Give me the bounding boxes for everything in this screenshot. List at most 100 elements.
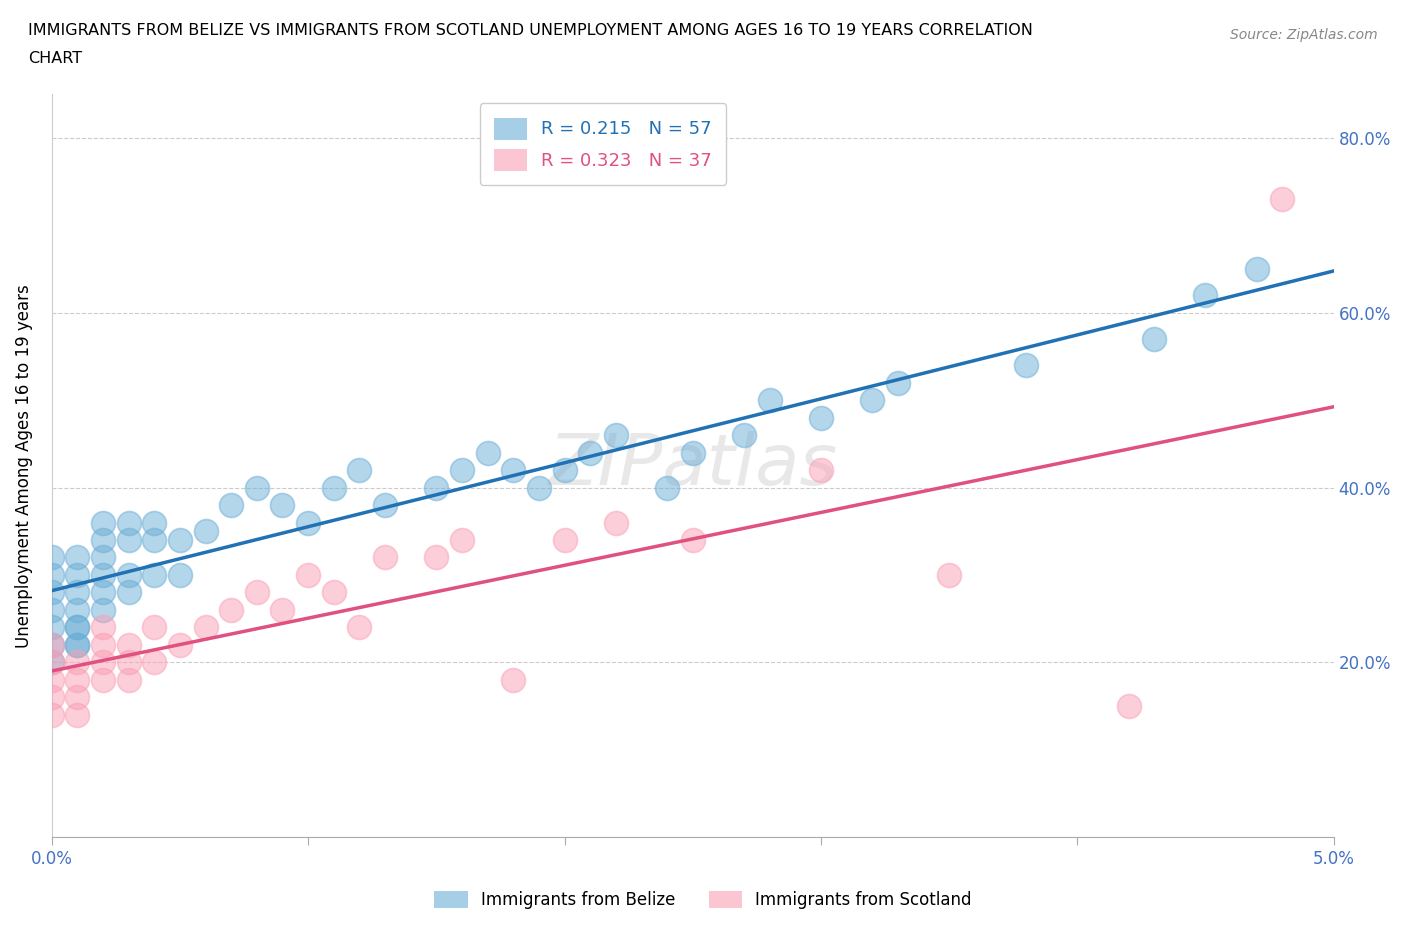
Point	[349, 462, 371, 477]
Point	[41, 690, 63, 705]
Point	[66, 603, 89, 618]
Point	[91, 567, 114, 582]
Point	[169, 533, 191, 548]
Text: CHART: CHART	[28, 51, 82, 66]
Point	[246, 585, 269, 600]
Point	[246, 480, 269, 495]
Point	[41, 585, 63, 600]
Text: Source: ZipAtlas.com: Source: ZipAtlas.com	[1230, 28, 1378, 42]
Point	[169, 567, 191, 582]
Point	[41, 567, 63, 582]
Point	[91, 533, 114, 548]
Point	[143, 620, 166, 635]
Point	[91, 655, 114, 670]
Point	[682, 533, 704, 548]
Point	[91, 620, 114, 635]
Point	[41, 708, 63, 723]
Point	[425, 550, 447, 565]
Point	[118, 672, 141, 687]
Point	[66, 567, 89, 582]
Point	[66, 637, 89, 652]
Point	[425, 480, 447, 495]
Point	[91, 603, 114, 618]
Point	[758, 392, 780, 407]
Point	[143, 567, 166, 582]
Point	[41, 637, 63, 652]
Point	[66, 620, 89, 635]
Point	[66, 620, 89, 635]
Point	[860, 392, 883, 407]
Point	[66, 655, 89, 670]
Point	[374, 498, 396, 512]
Point	[451, 462, 474, 477]
Point	[297, 567, 319, 582]
Point	[41, 620, 63, 635]
Point	[91, 515, 114, 530]
Point	[143, 533, 166, 548]
Point	[41, 655, 63, 670]
Point	[810, 462, 832, 477]
Point	[194, 620, 217, 635]
Point	[41, 603, 63, 618]
Point	[66, 690, 89, 705]
Point	[579, 445, 602, 460]
Point	[1246, 261, 1268, 276]
Point	[194, 524, 217, 538]
Point	[297, 515, 319, 530]
Point	[349, 620, 371, 635]
Point	[374, 550, 396, 565]
Point	[66, 550, 89, 565]
Point	[322, 585, 344, 600]
Point	[66, 708, 89, 723]
Point	[41, 672, 63, 687]
Point	[118, 585, 141, 600]
Point	[1194, 287, 1216, 302]
Point	[271, 603, 294, 618]
Point	[118, 515, 141, 530]
Point	[118, 533, 141, 548]
Point	[605, 515, 627, 530]
Point	[605, 428, 627, 443]
Point	[118, 567, 141, 582]
Point	[219, 498, 242, 512]
Point	[91, 637, 114, 652]
Point	[938, 567, 960, 582]
Point	[502, 672, 524, 687]
Point	[118, 637, 141, 652]
Point	[1118, 698, 1140, 713]
Point	[143, 655, 166, 670]
Point	[733, 428, 755, 443]
Point	[655, 480, 678, 495]
Legend: Immigrants from Belize, Immigrants from Scotland: Immigrants from Belize, Immigrants from …	[426, 883, 980, 917]
Point	[91, 672, 114, 687]
Y-axis label: Unemployment Among Ages 16 to 19 years: Unemployment Among Ages 16 to 19 years	[15, 284, 32, 647]
Point	[143, 515, 166, 530]
Point	[66, 672, 89, 687]
Point	[1015, 358, 1038, 373]
Point	[322, 480, 344, 495]
Point	[91, 550, 114, 565]
Point	[41, 550, 63, 565]
Point	[451, 533, 474, 548]
Point	[553, 462, 575, 477]
Point	[66, 637, 89, 652]
Point	[527, 480, 550, 495]
Point	[887, 375, 910, 390]
Point	[1143, 331, 1166, 346]
Text: IMMIGRANTS FROM BELIZE VS IMMIGRANTS FROM SCOTLAND UNEMPLOYMENT AMONG AGES 16 TO: IMMIGRANTS FROM BELIZE VS IMMIGRANTS FRO…	[28, 23, 1033, 38]
Point	[810, 410, 832, 425]
Point	[502, 462, 524, 477]
Point	[271, 498, 294, 512]
Point	[169, 637, 191, 652]
Point	[219, 603, 242, 618]
Point	[41, 655, 63, 670]
Point	[66, 585, 89, 600]
Point	[553, 533, 575, 548]
Text: ZIPatlas: ZIPatlas	[548, 432, 837, 500]
Point	[682, 445, 704, 460]
Point	[91, 585, 114, 600]
Legend: R = 0.215   N = 57, R = 0.323   N = 37: R = 0.215 N = 57, R = 0.323 N = 37	[479, 103, 727, 185]
Point	[477, 445, 499, 460]
Point	[41, 637, 63, 652]
Point	[118, 655, 141, 670]
